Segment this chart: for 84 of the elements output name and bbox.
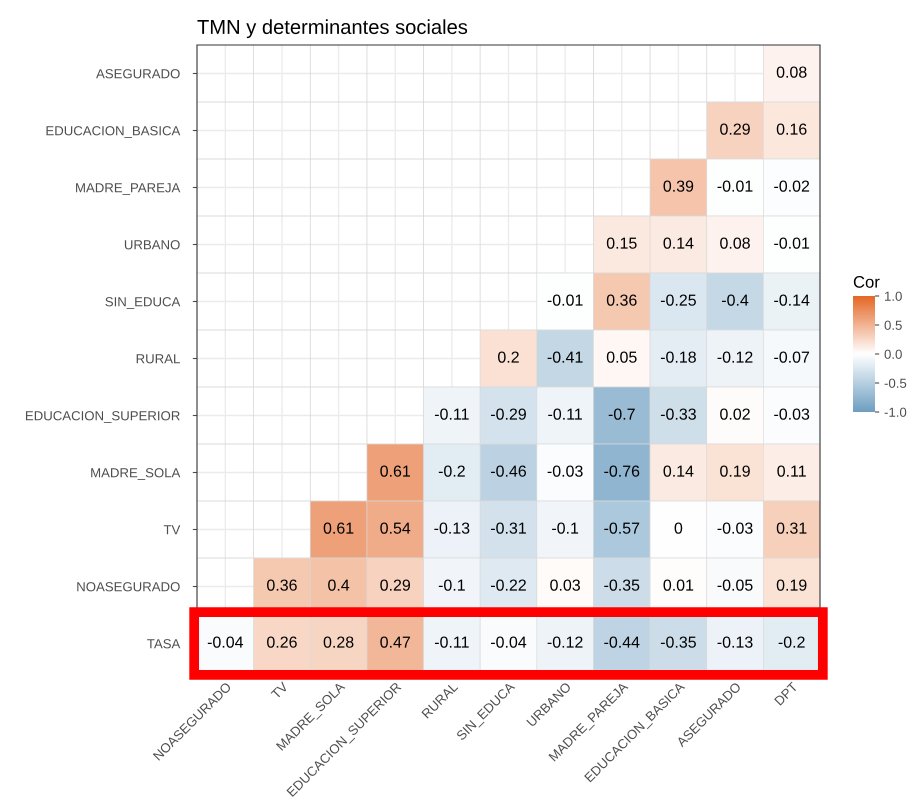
chart-title: TMN y determinantes sociales bbox=[197, 19, 468, 38]
data-label: -0.33 bbox=[660, 408, 696, 420]
data-label: 0.14 bbox=[663, 465, 694, 477]
data-label: 0.03 bbox=[550, 579, 580, 591]
data-label: 0.08 bbox=[776, 66, 807, 78]
data-label: -0.2 bbox=[778, 636, 805, 648]
data-label: 0.28 bbox=[324, 636, 354, 648]
data-label: -0.22 bbox=[491, 579, 526, 591]
data-label: 0.02 bbox=[720, 408, 750, 420]
y-tick-label: URBANO bbox=[124, 240, 180, 250]
data-label: -0.14 bbox=[774, 294, 810, 306]
data-label: 0.05 bbox=[606, 351, 637, 363]
data-label: -0.2 bbox=[438, 465, 465, 477]
data-label: 0.36 bbox=[267, 579, 297, 591]
data-label: 0.29 bbox=[380, 579, 410, 591]
data-label: 0.47 bbox=[380, 636, 410, 648]
y-tick-label: ASEGURADO bbox=[96, 69, 180, 78]
y-tick-label: NOASEGURADO bbox=[77, 582, 180, 592]
color-bar-label: 1.0 bbox=[885, 292, 902, 301]
data-label: 0.31 bbox=[776, 522, 806, 534]
y-tick-label: RURAL bbox=[136, 354, 180, 364]
data-label: -0.01 bbox=[718, 180, 752, 192]
data-label: 0.16 bbox=[776, 123, 807, 135]
data-label: -0.13 bbox=[434, 522, 470, 534]
y-tick-label: TV bbox=[164, 525, 180, 534]
data-label: 0.39 bbox=[663, 180, 694, 192]
data-label: -0.04 bbox=[208, 636, 244, 648]
data-label: 0.19 bbox=[776, 579, 806, 591]
data-label: 0.15 bbox=[606, 237, 637, 249]
data-label: -0.01 bbox=[774, 237, 810, 249]
data-label: 0.4 bbox=[328, 579, 350, 591]
data-label: -0.25 bbox=[660, 294, 696, 306]
data-label: -0.02 bbox=[774, 180, 810, 192]
data-label: 0.01 bbox=[663, 579, 694, 591]
data-label: 0.61 bbox=[324, 522, 354, 534]
data-label: -0.11 bbox=[434, 636, 469, 648]
data-label: -0.31 bbox=[491, 522, 526, 534]
color-bar-label: 0.0 bbox=[884, 350, 902, 359]
data-label: -0.29 bbox=[491, 408, 526, 420]
data-label: -0.01 bbox=[548, 294, 583, 306]
data-label: -0.11 bbox=[548, 408, 582, 420]
data-label: 0.2 bbox=[498, 351, 519, 363]
color-bar-label: 0.5 bbox=[884, 320, 902, 330]
y-tick-label: TASA bbox=[147, 639, 180, 648]
data-label: 0.61 bbox=[380, 465, 410, 477]
data-label: -0.41 bbox=[548, 351, 583, 363]
data-label: 0.36 bbox=[606, 294, 637, 306]
data-label: -0.1 bbox=[552, 522, 578, 534]
data-label: 0.08 bbox=[720, 237, 750, 249]
y-tick-label: EDUCACION_SUPERIOR bbox=[26, 411, 180, 423]
y-tick-label: EDUCACION_BASICA bbox=[46, 126, 180, 138]
data-label: -0.18 bbox=[660, 351, 696, 363]
data-label: -0.05 bbox=[718, 579, 753, 591]
data-label: -0.7 bbox=[608, 408, 635, 420]
data-label: -0.03 bbox=[548, 465, 583, 477]
data-label: 0 bbox=[674, 522, 682, 534]
data-label: -0.35 bbox=[604, 579, 640, 591]
data-label: -0.12 bbox=[718, 351, 752, 363]
data-label: -0.13 bbox=[718, 636, 753, 648]
data-label: -0.35 bbox=[660, 636, 696, 648]
data-label: 0.26 bbox=[267, 636, 297, 648]
data-label: 0.54 bbox=[380, 522, 410, 534]
data-label: 0.29 bbox=[720, 123, 750, 135]
data-label: -0.12 bbox=[548, 636, 583, 648]
data-label: -0.57 bbox=[604, 522, 640, 534]
color-bar-label: -0.5 bbox=[884, 378, 906, 388]
data-label: -0.46 bbox=[491, 465, 526, 477]
data-label: -0.1 bbox=[438, 579, 465, 591]
data-label: -0.44 bbox=[604, 636, 640, 648]
data-label: -0.03 bbox=[774, 408, 810, 420]
data-label: -0.4 bbox=[722, 294, 748, 306]
data-label: 0.11 bbox=[777, 465, 806, 477]
y-tick-label: MADRE_SOLA bbox=[91, 468, 180, 480]
y-tick-label: MADRE_PAREJA bbox=[76, 183, 180, 195]
data-label: 0.14 bbox=[663, 237, 694, 249]
data-label: -0.11 bbox=[434, 408, 469, 420]
data-label: -0.04 bbox=[491, 636, 526, 648]
data-label: 0.19 bbox=[720, 465, 750, 477]
data-label: -0.76 bbox=[604, 465, 640, 477]
color-bar-title: Cor bbox=[854, 276, 880, 288]
data-label: -0.03 bbox=[718, 522, 753, 534]
y-tick-label: SIN_EDUCA bbox=[105, 297, 180, 309]
color-bar-label: -1.0 bbox=[884, 408, 906, 417]
data-label: -0.07 bbox=[774, 351, 810, 363]
